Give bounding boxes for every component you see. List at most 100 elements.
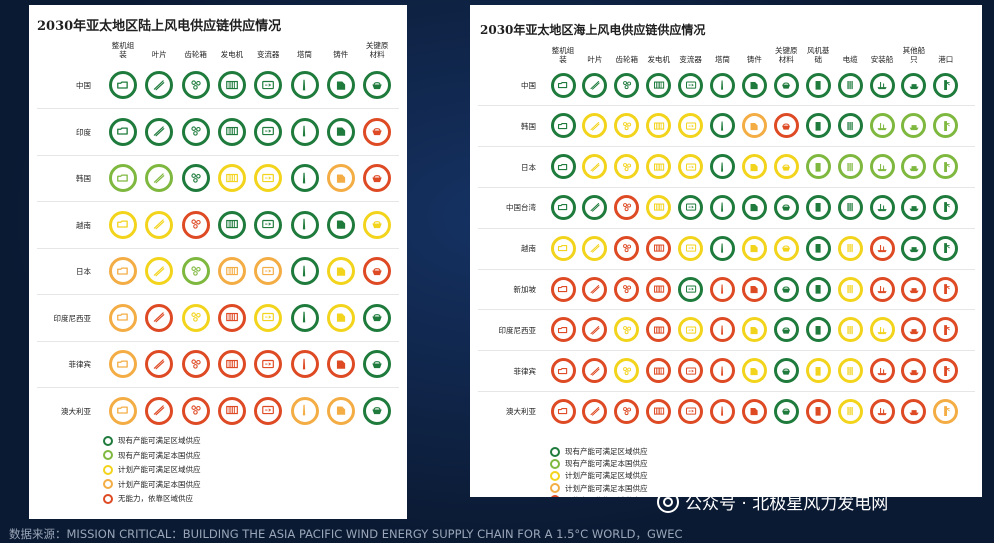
material-icon	[782, 245, 791, 252]
ship-icon	[909, 124, 919, 130]
status-circle	[933, 317, 959, 343]
status-circle	[773, 276, 799, 302]
row-label: 菲律宾	[68, 360, 92, 369]
status-circle	[678, 154, 704, 180]
row-label: 澳大利亚	[61, 406, 91, 416]
nacelle-icon	[557, 367, 568, 374]
blade-icon	[590, 80, 600, 90]
column-header: 塔筒	[715, 55, 730, 64]
status-circle	[678, 72, 704, 98]
foundation-icon	[815, 407, 821, 416]
status-circle	[614, 398, 640, 424]
status-circle	[869, 154, 895, 180]
status-circle	[933, 276, 959, 302]
tower-icon	[721, 202, 724, 212]
converter-icon	[262, 313, 275, 322]
nacelle-icon	[557, 204, 568, 211]
legend-label: 无能力，依靠区域供应	[565, 495, 640, 497]
status-circle	[363, 164, 392, 192]
material-icon	[782, 327, 791, 334]
status-circle	[217, 396, 246, 425]
foundation-icon	[815, 244, 821, 253]
status-circle	[290, 164, 319, 192]
converter-icon	[262, 173, 275, 183]
cable-icon	[847, 244, 853, 253]
material-icon	[782, 286, 791, 293]
status-circle	[363, 117, 392, 146]
row-label: 澳大利亚	[506, 407, 536, 417]
offshore-chart-title: 2030年亚太地区海上风电供应链供应情况	[480, 23, 706, 37]
status-circle	[773, 113, 799, 139]
tower-icon	[721, 366, 724, 376]
legend-item: 计划产能可满足本国供应	[103, 479, 201, 490]
status-circle	[582, 235, 608, 261]
status-circle	[614, 194, 640, 220]
status-circle	[710, 194, 735, 220]
blade-icon	[154, 359, 165, 370]
status-circle	[773, 358, 799, 384]
material-icon	[782, 204, 791, 211]
status-circle	[109, 210, 137, 239]
nacelle-icon	[117, 267, 128, 275]
status-circle	[326, 350, 355, 378]
status-circle	[741, 72, 767, 98]
gearbox-icon	[190, 173, 201, 183]
converter-icon	[262, 266, 275, 276]
cable-icon	[847, 407, 853, 416]
status-circle	[741, 194, 767, 220]
gearbox-icon	[190, 359, 201, 369]
row-separator	[478, 146, 975, 148]
status-circle	[614, 276, 640, 302]
column-header: 发电机	[647, 55, 670, 64]
status-circle	[646, 235, 672, 261]
status-circle	[646, 72, 672, 98]
row-label: 中国	[521, 81, 536, 90]
legend-label: 计划产能可满足区域供应	[118, 465, 201, 474]
status-circle	[869, 276, 895, 302]
generator-icon	[226, 173, 238, 183]
foundation-icon	[815, 325, 821, 335]
column-header: 铸件	[746, 55, 762, 64]
legend-swatch	[103, 464, 113, 475]
foundation-icon	[815, 203, 821, 212]
column-header: 风机基础	[806, 46, 830, 64]
status-circle	[614, 72, 640, 98]
row-separator	[37, 247, 399, 249]
legend-label: 现有产能可满足本国供应	[118, 450, 201, 460]
legend-swatch	[103, 450, 113, 460]
tower-icon	[721, 121, 724, 131]
status-circle	[363, 257, 392, 285]
status-circle	[678, 113, 704, 139]
port-icon	[943, 80, 950, 90]
legend-item: 计划产能可满足区域供应	[550, 470, 648, 481]
status-circle	[678, 317, 704, 343]
converter-icon	[685, 407, 696, 415]
status-circle	[837, 194, 863, 220]
status-circle	[933, 398, 959, 424]
converter-icon	[262, 406, 275, 415]
status-circle	[109, 71, 137, 99]
status-circle	[741, 317, 767, 343]
column-header: 铸件	[333, 50, 349, 59]
status-circle	[741, 358, 767, 384]
status-circle	[363, 396, 392, 425]
gearbox-icon	[622, 162, 631, 171]
row-separator	[37, 294, 399, 296]
generator-icon	[226, 406, 238, 415]
status-circle	[805, 358, 831, 384]
legend-item: 计划产能可满足区域供应	[103, 464, 201, 475]
status-circle	[290, 303, 319, 332]
ship-icon	[909, 410, 919, 416]
row-label: 新加坡	[513, 285, 537, 294]
blade-icon	[590, 244, 600, 253]
tower-icon	[721, 406, 724, 416]
column-header: 发电机	[220, 50, 244, 59]
status-circle	[109, 257, 137, 285]
status-circle	[550, 276, 576, 302]
legend-swatch	[550, 458, 560, 469]
gearbox-icon	[190, 312, 201, 323]
nacelle-icon	[557, 81, 568, 89]
status-circle	[290, 350, 319, 378]
status-circle	[741, 398, 767, 424]
onshore-chart-panel: 2030年亚太地区陆上风电供应链供应情况 整机组装 叶片 齿轮箱 发电机 变流器 塔筒 铸件…	[29, 5, 407, 519]
